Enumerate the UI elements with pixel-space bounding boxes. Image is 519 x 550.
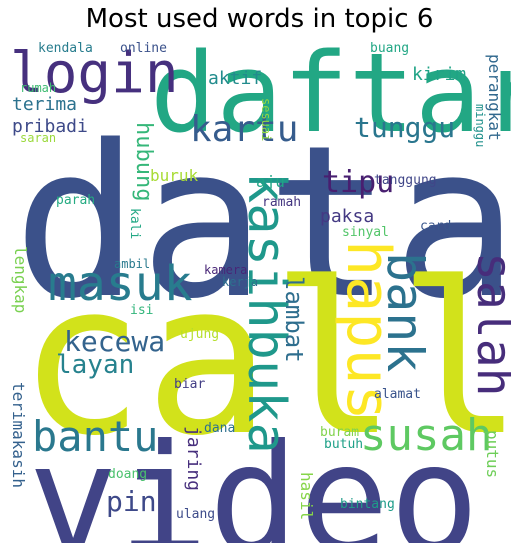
word-bank: bank [376,252,434,373]
word-kirim: kirim [412,64,467,85]
word-terimakasih: terimakasih [9,382,28,488]
word-kasihbuka: kasihbuka [236,172,296,454]
word-aju: aju [256,172,285,191]
word-ambil: ambil [114,257,151,271]
word-butuh: butuh [324,437,364,452]
word-isi: isi [130,303,154,318]
word-kartu: kartu [190,109,299,150]
word-buang: buang [370,41,410,56]
chart-title: Most used words in topic 6 [85,4,434,34]
word-sinyal: sinyal [342,225,389,240]
word-buruk: buruk [150,166,199,185]
word-hubung: hubung [131,122,156,202]
word-online: online [120,41,167,56]
word-bantu: bantu [32,412,159,461]
word-data: data [13,100,511,345]
word-buram: buram [320,425,360,440]
word-kendala: kendala [38,41,93,56]
word-tipu: tipu [322,165,395,200]
word-putus: putus [483,430,502,479]
word-tunggu: tunggu [354,111,456,144]
word-cloud: data call video daftar login kasihbuka hapus ba… [8,40,511,543]
word-bintang: bintang [340,497,395,512]
word-minggu: minggu [473,104,487,148]
word-ujung: ujung [180,327,220,342]
word-dana: dana [204,421,236,436]
word-kecewa: kecewa [64,325,166,358]
word-susah: susah [360,410,493,461]
word-sesuai: sesuai [259,98,273,142]
word-hasil: hasil [297,472,316,521]
word-daftar: daftar [150,40,511,157]
word-salah: salah [466,252,511,397]
word-perangkat: perangkat [485,54,504,141]
word-paksa: paksa [320,206,375,227]
word-doang: doang [108,467,148,482]
word-pin: pin [106,485,157,518]
word-alamat: alamat [374,387,421,402]
word-biar: biar [174,377,206,392]
word-call: call [18,237,511,482]
word-lengkap: lengkap [11,246,30,314]
word-parah: parah [56,193,96,208]
word-card: card [420,219,452,234]
word-kamera: kamera [204,263,248,277]
word-aktif: aktif [208,68,263,89]
word-kerja: kerja [222,275,259,289]
word-tanggung: tanggung [374,173,437,188]
word-pribadi: pribadi [12,116,88,137]
word-terima: terima [12,94,78,115]
word-masuk: masuk [48,256,193,312]
word-jaring: jaring [183,426,204,492]
word-saran: saran [20,131,57,145]
word-ulang: ulang [176,507,216,522]
word-lambat: lambat [280,276,308,363]
word-video: video [28,413,480,543]
word-kali: kali [127,208,142,240]
word-hapus: hapus [333,240,403,421]
word-layan: layan [56,350,135,380]
word-ramah: ramah [262,195,302,210]
word-rumah: rumah [20,81,57,95]
word-login: login [10,41,179,106]
